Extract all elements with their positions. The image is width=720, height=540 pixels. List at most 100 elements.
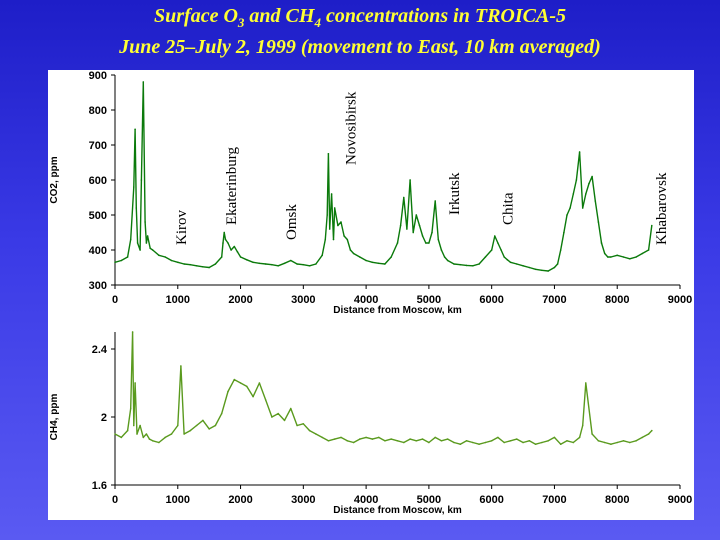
- data-point: [264, 263, 267, 265]
- data-point: [566, 440, 568, 442]
- data-point: [459, 263, 462, 266]
- data-point: [340, 436, 342, 439]
- data-point: [403, 196, 405, 199]
- y-tick-label: 800: [89, 105, 107, 117]
- data-point: [321, 436, 324, 439]
- data-point: [330, 193, 333, 195]
- data-point: [271, 416, 273, 418]
- data-point: [133, 424, 135, 427]
- data-point: [349, 249, 352, 251]
- x-tick-label: 7000: [542, 494, 566, 506]
- x-tick-label: 8000: [605, 294, 629, 306]
- data-point: [522, 441, 524, 444]
- data-point: [610, 256, 612, 258]
- data-point: [202, 266, 204, 268]
- data-point: [148, 438, 151, 440]
- city-label: Irkutsk: [447, 172, 463, 215]
- data-point: [120, 436, 123, 439]
- data-point: [183, 263, 185, 265]
- data-point: [418, 224, 421, 227]
- data-point: [484, 256, 487, 258]
- data-point: [189, 429, 192, 432]
- data-point: [315, 263, 317, 265]
- y-tick-label: 700: [89, 140, 107, 152]
- data-point: [647, 249, 650, 251]
- y-tick-label: 2.4: [92, 344, 108, 356]
- data-point: [622, 440, 625, 442]
- data-point: [594, 200, 597, 202]
- data-point: [170, 259, 173, 262]
- data-point: [326, 214, 329, 216]
- data-point: [296, 424, 298, 427]
- data-point: [290, 259, 292, 262]
- data-point: [315, 433, 317, 435]
- data-point: [129, 407, 132, 410]
- data-point: [302, 423, 305, 425]
- data-point: [409, 438, 411, 440]
- data-point: [437, 238, 440, 241]
- title-text-part: and CH: [244, 5, 315, 27]
- charts-svg: 0 1000 2000 3000 4000 5000 6000 7000 8000 9000300…: [49, 70, 692, 516]
- data-point: [202, 419, 204, 422]
- chart-1: 0 1000 2000 3000 4000 5000 6000 7000 8000 9000 1.6…: [49, 331, 692, 516]
- data-point: [522, 265, 524, 267]
- data-point: [465, 264, 468, 267]
- x-tick-label: 3000: [291, 294, 315, 306]
- data-point: [343, 235, 345, 237]
- chart-panel: 0 1000 2000 3000 4000 5000 6000 7000 8000 9000 300…: [48, 70, 694, 520]
- x-tick-label: 1000: [166, 494, 190, 506]
- data-point: [528, 440, 531, 442]
- y-tick-label: 900: [89, 70, 107, 82]
- data-point: [446, 438, 449, 440]
- x-tick-label: 8000: [605, 494, 629, 506]
- data-point: [139, 424, 141, 427]
- data-point: [177, 261, 179, 264]
- data-point: [308, 265, 311, 267]
- data-point: [572, 441, 575, 444]
- data-point: [610, 443, 612, 446]
- data-point: [503, 441, 506, 444]
- data-point: [578, 151, 581, 153]
- data-point: [541, 269, 543, 272]
- data-point: [635, 256, 637, 258]
- data-point: [327, 440, 330, 442]
- data-point: [629, 441, 631, 444]
- data-point: [597, 221, 600, 223]
- data-point: [494, 235, 496, 237]
- data-point: [140, 179, 143, 181]
- data-point: [246, 385, 248, 388]
- x-tick-label: 5000: [417, 494, 441, 506]
- y-tick-label: 1.6: [92, 480, 107, 492]
- data-point: [264, 399, 267, 401]
- data-point: [516, 438, 518, 440]
- y-tick-label: 500: [89, 210, 107, 222]
- data-point: [208, 428, 210, 430]
- data-point: [563, 231, 565, 234]
- data-point: [327, 153, 330, 155]
- data-point: [559, 249, 562, 251]
- data-point: [365, 436, 367, 439]
- series-line-0: [114, 331, 653, 445]
- data-point: [434, 200, 437, 202]
- data-point: [277, 265, 279, 267]
- data-point: [425, 242, 427, 244]
- data-point: [142, 436, 145, 439]
- data-point: [578, 436, 581, 439]
- city-label: Omsk: [284, 204, 300, 240]
- data-point: [214, 263, 217, 265]
- data-point: [446, 259, 449, 262]
- data-point: [421, 438, 424, 440]
- data-point: [340, 221, 342, 223]
- data-point: [390, 438, 393, 440]
- data-point: [346, 238, 349, 241]
- data-point: [252, 261, 254, 264]
- data-point: [239, 256, 242, 258]
- data-point: [588, 182, 590, 185]
- data-point: [440, 440, 443, 442]
- data-point: [283, 262, 286, 265]
- data-point: [629, 258, 631, 260]
- x-tick-label: 6000: [479, 494, 503, 506]
- data-point: [572, 193, 575, 195]
- data-point: [246, 259, 248, 261]
- data-point: [258, 382, 261, 384]
